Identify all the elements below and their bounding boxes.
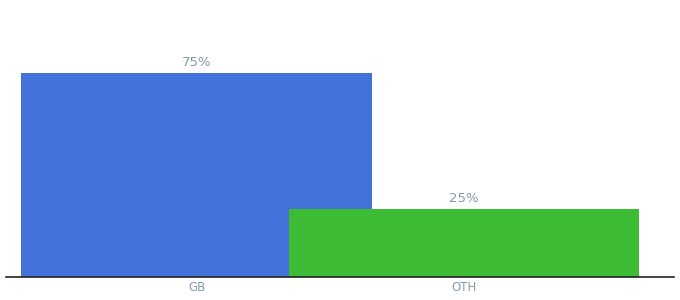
Bar [289,209,639,277]
Text: 75%: 75% [182,56,211,69]
Bar [22,73,372,277]
Text: 25%: 25% [449,192,479,205]
